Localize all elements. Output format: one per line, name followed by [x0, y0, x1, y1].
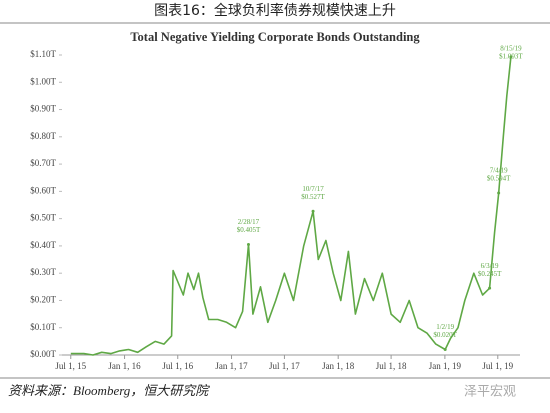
y-tick-label: $0.40T	[30, 240, 56, 250]
x-tick-label: Jan 1, 16	[108, 361, 141, 371]
annotation-value: $0.527T	[301, 193, 325, 201]
y-tick-label: $0.80T	[30, 131, 56, 141]
x-tick-label: Jul 1, 16	[162, 361, 193, 371]
chart-title: Total Negative Yielding Corporate Bonds …	[130, 30, 420, 44]
y-tick-label: $0.60T	[30, 185, 56, 195]
watermark: 泽平宏观	[464, 385, 516, 400]
annotation-date: 6/3/19	[481, 262, 499, 270]
y-tick-label: $1.00T	[30, 76, 56, 86]
annotation-point	[497, 191, 501, 195]
series-line	[70, 56, 512, 356]
x-tick-label: Jul 1, 15	[55, 361, 86, 371]
y-tick-label: $0.10T	[30, 322, 56, 332]
annotation-value: $0.405T	[237, 226, 261, 234]
annotation-point	[443, 348, 447, 352]
y-tick-label: $0.70T	[30, 158, 56, 168]
x-tick-label: Jul 1, 19	[482, 361, 513, 371]
annotation-value: $0.594T	[487, 175, 511, 183]
annotation-date: 7/4/19	[490, 167, 508, 175]
annotation-date: 2/28/17	[238, 218, 260, 226]
annotation-date: 10/7/17	[302, 185, 324, 193]
y-tick-label: $0.00T	[30, 349, 56, 359]
annotation-value: $0.020T	[433, 331, 457, 339]
annotation-point	[311, 209, 315, 213]
annotation-point	[246, 243, 250, 247]
annotation-date: 1/2/19	[436, 323, 454, 331]
y-tick-label: $0.90T	[30, 104, 56, 114]
x-tick-label: Jan 1, 17	[215, 361, 248, 371]
x-tick-label: Jan 1, 18	[322, 361, 355, 371]
annotation-value: $0.245T	[478, 270, 502, 278]
source: 资料来源：Bloomberg，恒大研究院	[8, 383, 210, 398]
annotation-date: 8/15/19	[500, 45, 522, 53]
x-tick-label: Jul 1, 17	[269, 361, 300, 371]
y-tick-label: $1.10T	[30, 49, 56, 59]
annotation-point	[488, 286, 492, 290]
x-tick-label: Jul 1, 18	[376, 361, 407, 371]
y-tick-label: $0.20T	[30, 295, 56, 305]
y-tick-label: $0.50T	[30, 213, 56, 223]
x-tick-label: Jan 1, 19	[429, 361, 462, 371]
annotation-point	[509, 55, 513, 59]
caption: 图表16：全球负利率债券规模快速上升	[154, 2, 396, 19]
y-tick-label: $0.30T	[30, 267, 56, 277]
